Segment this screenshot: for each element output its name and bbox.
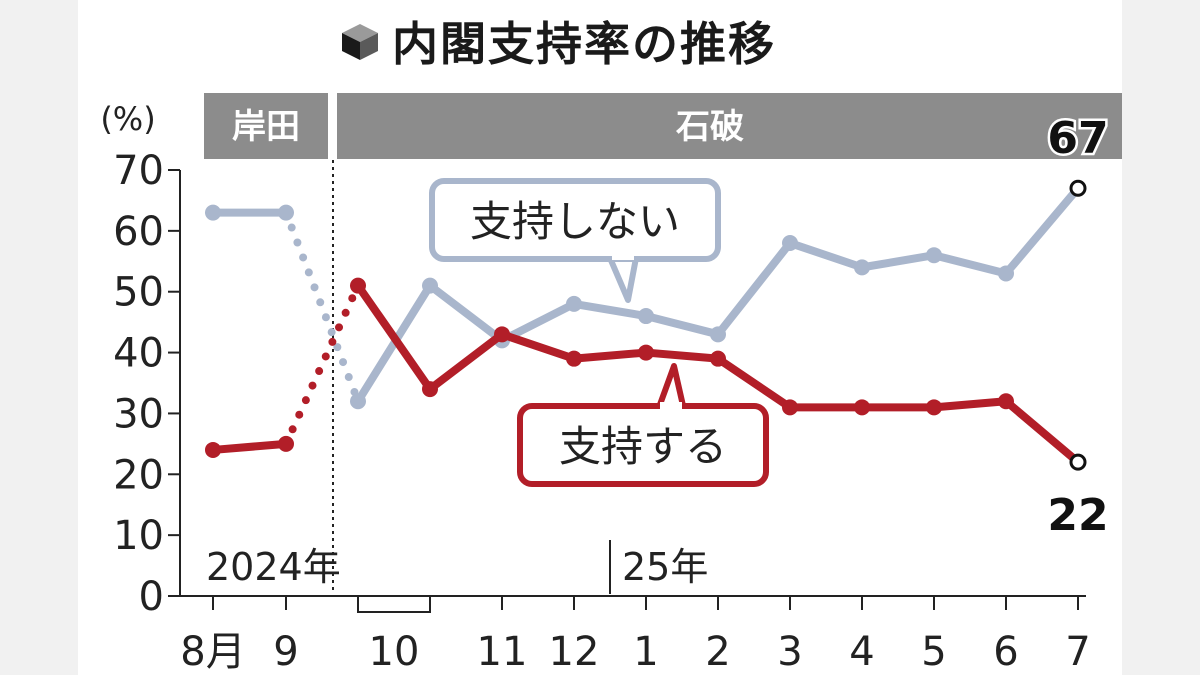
year-label-2024: 2024年 [206,545,341,589]
callout-pointer [607,256,639,303]
period-label-kishida: 岸田 [232,107,300,147]
x-tick-label: 2 [705,629,730,675]
data-point [350,393,366,410]
x-tick-label: 10 [369,629,420,675]
data-point [205,441,221,458]
x-tick-label: 7 [1065,629,1090,675]
x-tick-label: 1 [633,629,658,675]
data-point [782,235,798,252]
end-value-disapprove: 67 [1047,113,1108,164]
chart-title: 内閣支持率の推移 [392,17,776,71]
y-tick-label: 50 [113,270,164,316]
legend-label-approve: 支持する [559,422,727,471]
year-label-2025: 25年 [622,545,708,589]
period-band-ishiba [337,93,1122,159]
series-approve [205,277,1087,471]
y-tick-label: 30 [113,391,164,437]
x-tick-label: 6 [993,629,1018,675]
data-point [926,399,942,416]
x-bracket-october [357,596,431,613]
callout-box [429,178,721,262]
data-point-last [1069,453,1087,471]
x-tick-label: 11 [477,629,528,675]
callout-pointer [655,363,687,412]
chart-header: 内閣支持率の推移 [0,0,1200,80]
x-tick-label: 3 [777,629,802,675]
data-point [710,326,726,343]
data-point [566,295,582,312]
data-point [998,265,1014,282]
series-line-transition [282,208,362,406]
data-point [350,277,366,294]
data-point [422,277,438,294]
y-tick-label: 60 [113,209,164,255]
data-point [278,435,294,452]
data-point [422,381,438,398]
y-axis-unit: (%) [100,100,155,138]
x-tick-label: 12 [549,629,600,675]
callout-gap [612,252,634,260]
cube-icon [342,24,378,60]
x-tick-label: 8月 [180,629,245,675]
data-point [854,259,870,276]
y-tick-label: 10 [113,513,164,559]
data-point [998,393,1014,410]
data-point [782,399,798,416]
period-label-ishiba: 石破 [675,107,744,147]
series-disapprove [205,179,1087,410]
y-tick-label: 20 [113,452,164,498]
data-point [205,204,221,221]
x-tick-label: 5 [921,629,946,675]
legend-callout-approve: 支持する [517,363,769,487]
end-value-approve: 22 [1047,490,1108,541]
period-band-kishida [204,93,328,159]
y-tick-label: 0 [139,574,164,620]
series-line-transition [282,281,362,448]
data-point [566,350,582,367]
data-point-last [1069,179,1087,197]
data-point [278,204,294,221]
legend-label-disapprove: 支持しない [470,197,680,246]
data-point [494,326,510,343]
data-point [926,247,942,264]
x-tick-label: 9 [273,629,298,675]
data-point [854,399,870,416]
x-tick-label: 4 [849,629,874,675]
data-point [638,344,654,361]
callout-box [517,403,769,487]
series-line-kishida [209,439,290,454]
callout-gap [660,402,682,412]
data-point [638,308,654,325]
y-tick-label: 40 [113,331,164,377]
data-point [710,350,726,367]
y-tick-label: 70 [113,148,164,194]
legend-callout-disapprove: 支持しない [429,178,721,303]
